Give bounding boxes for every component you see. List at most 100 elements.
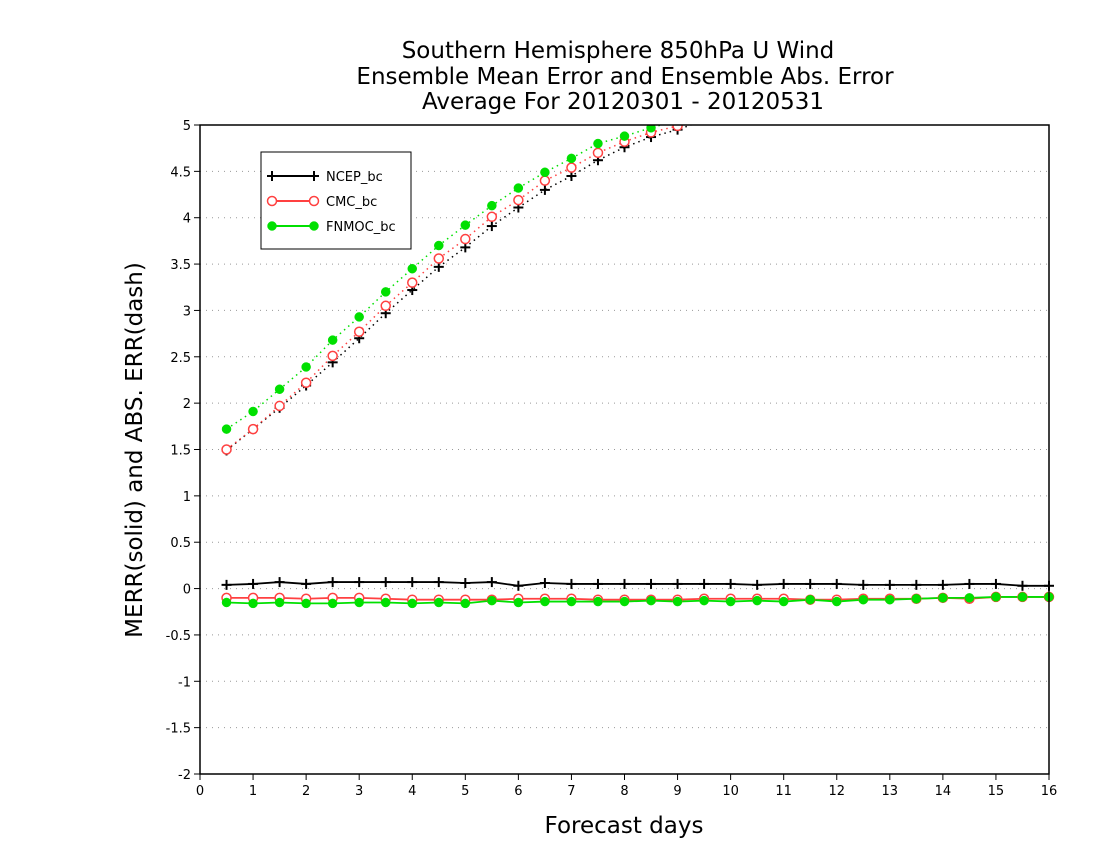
- y-tick-label: -1: [178, 675, 191, 690]
- merr-point-ncep-bc: [831, 578, 842, 589]
- merr-point-fnmoc-bc: [221, 597, 232, 608]
- y-tick-label: 3: [183, 304, 191, 319]
- abs-err-point-fnmoc-bc: [248, 406, 258, 417]
- abs-err-point-cmc-bc: [672, 125, 683, 132]
- merr-point-fnmoc-bc: [699, 595, 709, 606]
- abs-err-point-fnmoc-bc: [619, 131, 630, 141]
- x-tick-label: 4: [408, 784, 416, 799]
- merr-point-ncep-bc: [699, 578, 710, 589]
- merr-point-fnmoc-bc: [832, 596, 842, 607]
- x-tick-label: 11: [775, 784, 792, 799]
- abs-err-point-ncep-bc: [1017, 56, 1027, 66]
- merr-point-fnmoc-bc: [911, 594, 922, 604]
- merr-point-fnmoc-bc: [885, 594, 895, 605]
- y-tick-label: -0.5: [166, 629, 191, 644]
- merr-point-ncep-bc: [460, 578, 471, 589]
- merr-point-fnmoc-bc: [248, 598, 258, 609]
- merr-point-ncep-bc: [884, 579, 895, 590]
- abs-err-point-fnmoc-bc: [912, 65, 921, 74]
- merr-point-fnmoc-bc: [752, 595, 762, 606]
- abs-err-line-cmc-bc: [226, 125, 684, 451]
- y-tick-label: 1: [183, 490, 191, 505]
- merr-point-fnmoc-bc: [513, 597, 524, 608]
- merr-point-fnmoc-bc: [380, 597, 391, 608]
- abs-err-point-fnmoc-bc: [938, 61, 947, 70]
- abs-err-point-ncep-bc: [486, 221, 497, 232]
- abs-err-line-fnmoc-bc: [226, 125, 664, 430]
- x-tick-label: 8: [620, 784, 628, 799]
- abs-err-point-fnmoc-bc: [965, 57, 974, 66]
- abs-err-point-fnmoc-bc: [593, 138, 603, 149]
- abs-err-point-cmc-bc: [1018, 56, 1027, 65]
- merr-point-fnmoc-bc: [487, 595, 497, 606]
- abs-err-point-cmc-bc: [566, 162, 577, 173]
- merr-point-ncep-bc: [964, 578, 975, 589]
- y-tick-label: 0.5: [170, 536, 191, 551]
- merr-point-ncep-bc: [433, 577, 444, 588]
- merr-point-ncep-bc: [486, 577, 497, 588]
- merr-point-ncep-bc: [566, 578, 577, 589]
- chart-title: Southern Hemisphere 850hPa U Wind Ensemb…: [356, 38, 894, 115]
- x-tick-label: 6: [514, 784, 522, 799]
- abs-err-point-fnmoc-bc: [460, 220, 471, 230]
- merr-point-ncep-bc: [592, 578, 603, 589]
- merr-point-ncep-bc: [646, 578, 657, 589]
- x-tick-label: 7: [567, 784, 575, 799]
- abs-err-point-cmc-bc: [513, 194, 524, 206]
- merr-point-fnmoc-bc: [1017, 592, 1028, 602]
- abs-err-point-fnmoc-bc: [327, 335, 338, 345]
- merr-point-fnmoc-bc: [805, 594, 815, 605]
- merr-point-ncep-bc: [513, 580, 524, 591]
- abs-err-point-cmc-bc: [965, 61, 974, 70]
- abs-err-point-fnmoc-bc: [513, 183, 524, 193]
- legend-marker-fnmoc-bc: [309, 221, 319, 231]
- merr-point-ncep-bc: [752, 579, 763, 590]
- abs-err-point-fnmoc-bc: [380, 287, 391, 297]
- abs-err-point-ncep-bc: [911, 70, 921, 80]
- merr-point-ncep-bc: [672, 578, 683, 589]
- x-tick-label: 3: [355, 784, 363, 799]
- abs-err-point-fnmoc-bc: [991, 55, 1000, 64]
- legend-marker-ncep-bc: [267, 171, 277, 181]
- merr-point-fnmoc-bc: [619, 596, 630, 607]
- merr-point-fnmoc-bc: [778, 596, 789, 607]
- abs-err-point-fnmoc-bc: [487, 200, 497, 211]
- y-tick-label: 2.5: [170, 351, 191, 366]
- legend-marker-fnmoc-bc: [267, 221, 277, 231]
- x-tick-label: 0: [196, 784, 204, 799]
- y-tick-label: 1.5: [170, 444, 191, 459]
- merr-point-fnmoc-bc: [858, 594, 869, 605]
- abs-err-point-cmc-bc: [938, 65, 947, 74]
- merr-point-ncep-bc: [274, 577, 285, 588]
- abs-err-point-fnmoc-bc: [566, 153, 577, 164]
- legend-marker-cmc-bc: [308, 195, 320, 207]
- abs-err-point-ncep-bc: [703, 125, 706, 126]
- x-tick-label: 12: [828, 784, 845, 799]
- abs-err-point-ncep-bc: [938, 66, 948, 76]
- y-axis-label: MERR(solid) and ABS. ERR(dash): [122, 262, 148, 638]
- abs-err-point-cmc-bc: [912, 69, 921, 78]
- y-tick-label: -2: [178, 768, 191, 783]
- abs-err-point-cmc-bc: [327, 350, 338, 362]
- merr-point-ncep-bc: [301, 578, 312, 589]
- legend: NCEP_bc CMC_bc FNMOC_bc: [260, 151, 412, 250]
- x-tick-label: 14: [935, 784, 952, 799]
- abs-err-point-fnmoc-bc: [434, 240, 444, 251]
- merr-point-fnmoc-bc: [540, 596, 550, 607]
- merr-point-ncep-bc: [858, 579, 869, 590]
- abs-err-point-cmc-bc: [353, 326, 365, 338]
- abs-err-point-cmc-bc: [1045, 53, 1054, 62]
- merr-point-fnmoc-bc: [725, 596, 736, 607]
- legend-marker-cmc-bc: [266, 195, 278, 207]
- abs-err-point-ncep-bc: [539, 184, 550, 195]
- merr-line-ncep-bc: [226, 581, 1049, 587]
- abs-err-point-fnmoc-bc: [1018, 52, 1027, 61]
- x-tick-label: 13: [882, 784, 899, 799]
- merr-point-fnmoc-bc: [434, 597, 444, 608]
- abs-err-point-fnmoc-bc: [407, 263, 417, 274]
- merr-point-fnmoc-bc: [407, 598, 417, 609]
- abs-err-point-fnmoc-bc: [274, 384, 285, 394]
- abs-err-point-ncep-bc: [1044, 53, 1054, 63]
- x-tick-label: 15: [988, 784, 1005, 799]
